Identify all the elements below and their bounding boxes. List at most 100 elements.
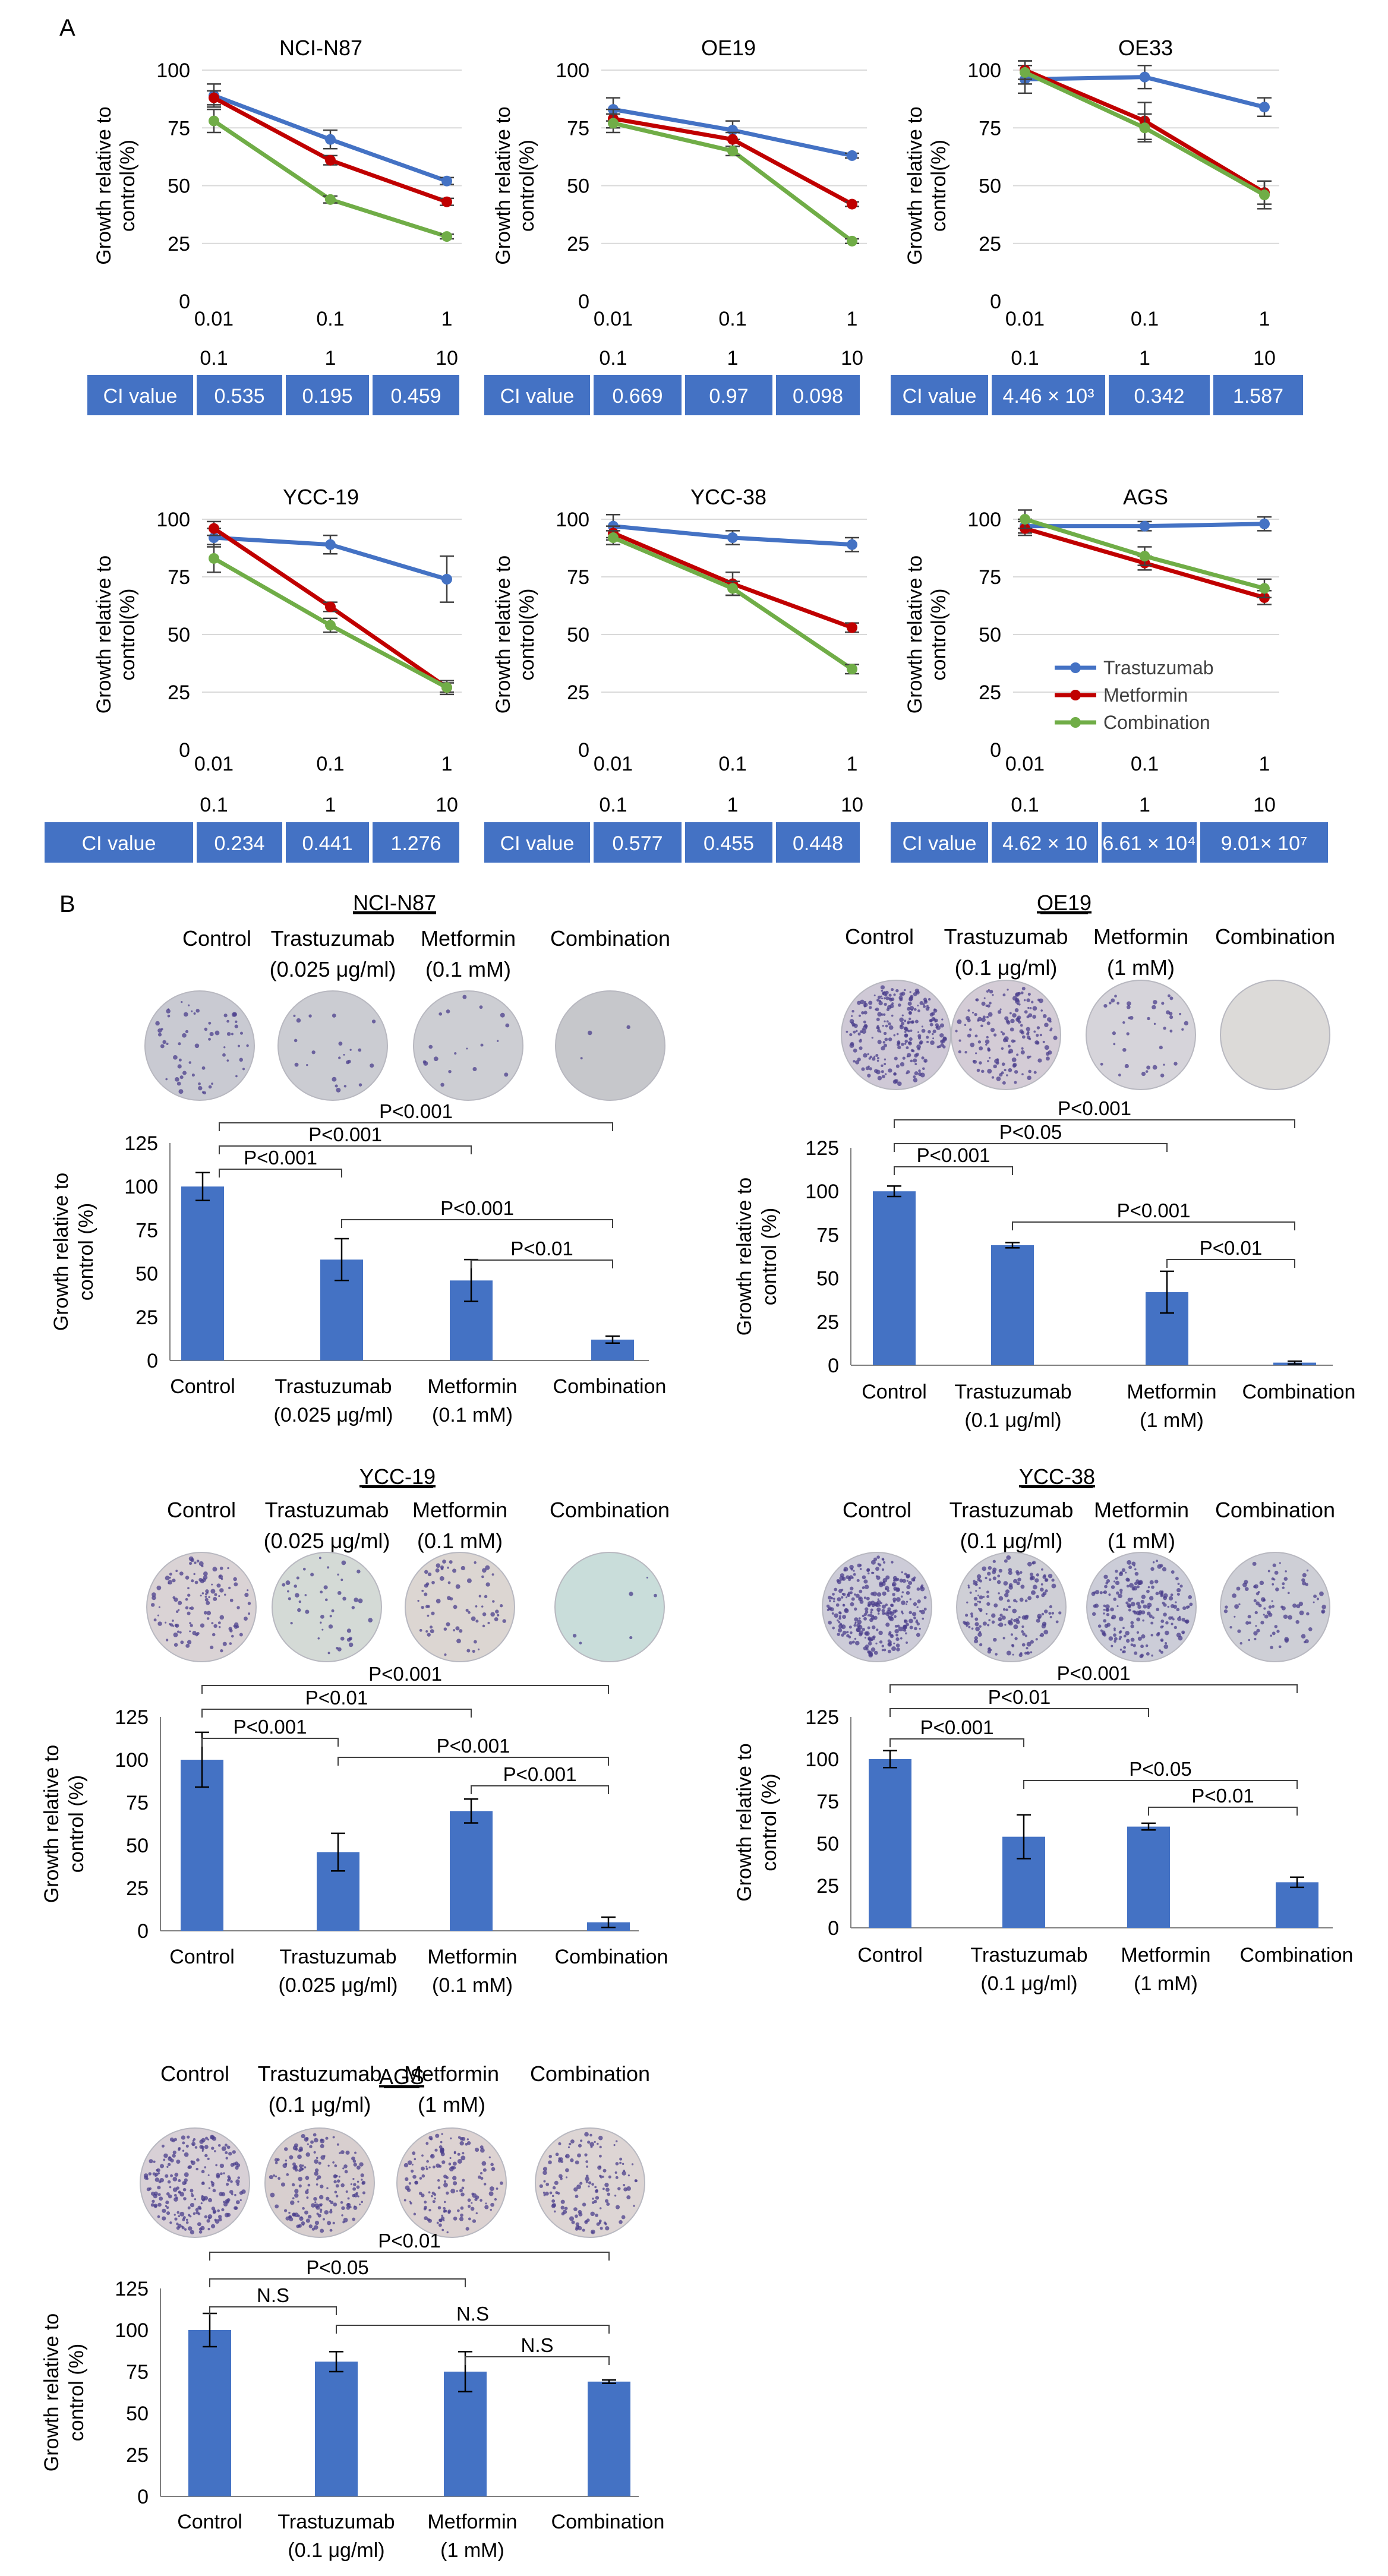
ci-cell [197,822,282,863]
colony-dot [627,2174,630,2177]
colony-dot [157,1614,159,1617]
colony-dot [868,1572,870,1575]
colony-dot [994,1059,999,1064]
data-point-metformin [847,198,857,210]
colony-dot [192,2143,194,2146]
colony-dot [867,1074,871,1078]
colony-dot [176,2160,181,2164]
colony-dot [290,1621,293,1625]
colony-dot [231,1634,234,1638]
ci-cell [685,822,772,863]
y-axis-label-line: control(%) [928,589,950,681]
colony-dot [1093,1604,1097,1608]
colony-dot [900,1062,905,1067]
colony-dot [348,1642,354,1647]
colony-dot [871,1037,873,1039]
x-tick-label-top: 0.1 [718,753,746,775]
colony-dot [897,1003,901,1007]
colony-dot [1011,1057,1017,1062]
colony-dot [891,988,894,992]
colony-dot [447,2209,452,2214]
colony-dot [831,1612,834,1615]
colony-dot [305,2176,310,2180]
colony-dot [1271,1600,1273,1602]
colony-dot [1017,992,1020,995]
significance-bracket [471,1785,609,1794]
panel-b-label: B [59,891,75,917]
colony-dot [921,1056,925,1060]
colony-dot [1122,1627,1125,1630]
colony-dot [573,2207,578,2211]
error-bar [1290,1876,1304,1889]
colony-dot [178,1089,184,1094]
colony-dot [182,1033,187,1038]
treatment-label: (0.1 μg/ml) [955,955,1058,980]
colony-dot [1306,1569,1309,1572]
colony-dot [187,1587,190,1590]
colony-dot [970,1612,973,1615]
colony-dot [1321,1609,1326,1614]
colony-dot [1133,1611,1137,1615]
x-tick-label: Control [177,2511,242,2533]
colony-dot [1103,1574,1108,1579]
colony-dot [916,1633,920,1637]
y-axis-label-line: control (%) [758,1208,781,1305]
colony-dot [1023,999,1026,1002]
colony-dot [986,1021,990,1025]
y-tick-label: 50 [816,1833,839,1855]
colony-dot [422,1060,427,1064]
colonies [403,2133,503,2234]
colony-dot [293,1014,296,1017]
colony-dot [284,2147,288,2151]
culture-dish [396,2127,507,2238]
treatment-label: Control [182,926,251,951]
colony-dot [320,2143,324,2148]
colony-dot [294,2189,299,2193]
colony-dot [418,2192,422,2195]
colony-dot [1018,1653,1023,1658]
colony-dot [904,989,906,992]
colony-dot [431,1611,435,1615]
y-axis-label-line: Growth relative to [904,106,926,264]
colony-dot [157,2193,161,2196]
colony-dot [1043,1630,1049,1635]
colony-dot [1124,1063,1129,1069]
colony-dot [869,1613,873,1618]
colony-dot [832,1600,835,1603]
colony-dot [353,2163,357,2167]
ci-cell [1102,822,1197,863]
colony-dot [986,1015,989,1019]
colony-dot [286,2173,289,2176]
x-tick-label: Metformin [1127,1381,1216,1403]
colony-panel-title: AGS [379,2064,424,2089]
colony-dot [217,2143,221,2147]
colony-dot [448,2163,452,2165]
colony-dot [1009,1012,1012,1015]
colony-dot [304,2137,309,2142]
colony-dot [178,1600,182,1605]
colony-dot [855,1593,860,1598]
colony-dot [918,1069,921,1072]
x-tick-label-bottom: 1 [1139,794,1150,816]
colony-dot [1151,1585,1154,1589]
colony-dot [548,2160,552,2165]
colony-dot [311,2203,316,2208]
colony-dot [166,2192,170,2196]
y-tick-label: 100 [805,1180,839,1203]
colony-dot [981,1017,986,1022]
colony-dot [1182,1606,1187,1611]
colony-dot [191,2192,193,2195]
colony-dot [1229,1625,1232,1629]
colony-dot [1019,1571,1023,1574]
colony-dot [877,1075,882,1081]
colony-dot [1252,1561,1257,1566]
colony-dot [851,1597,855,1601]
colony-dot [1049,1615,1052,1619]
colony-dot [1006,1021,1011,1025]
colony-dot [923,997,928,1002]
culture-dish [1086,980,1196,1090]
x-tick-label: Combination [551,2511,665,2533]
colony-dot [895,1597,901,1602]
colony-dot [358,1598,363,1603]
colony-dot [1010,1027,1014,1032]
